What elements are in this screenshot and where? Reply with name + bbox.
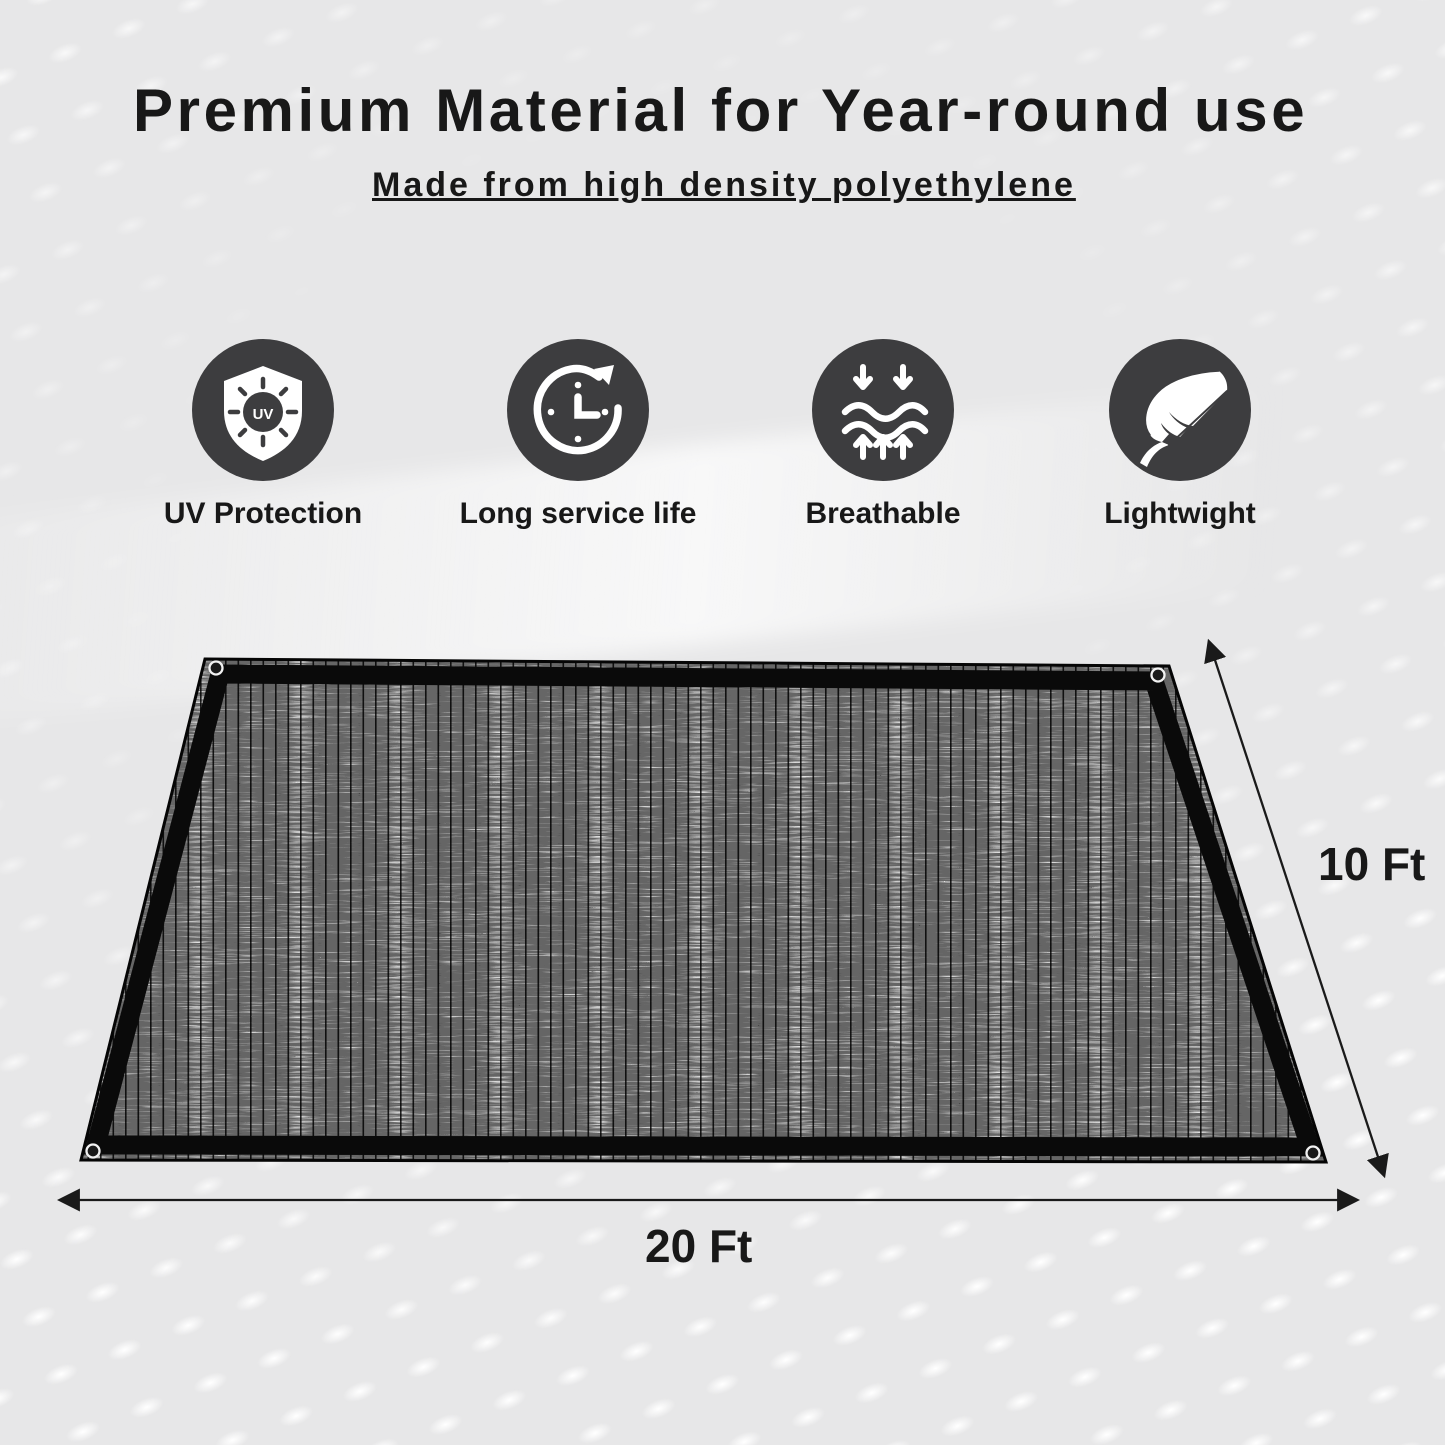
svg-text:20 Ft: 20 Ft xyxy=(645,1220,752,1272)
svg-text:10 Ft: 10 Ft xyxy=(1318,838,1425,890)
